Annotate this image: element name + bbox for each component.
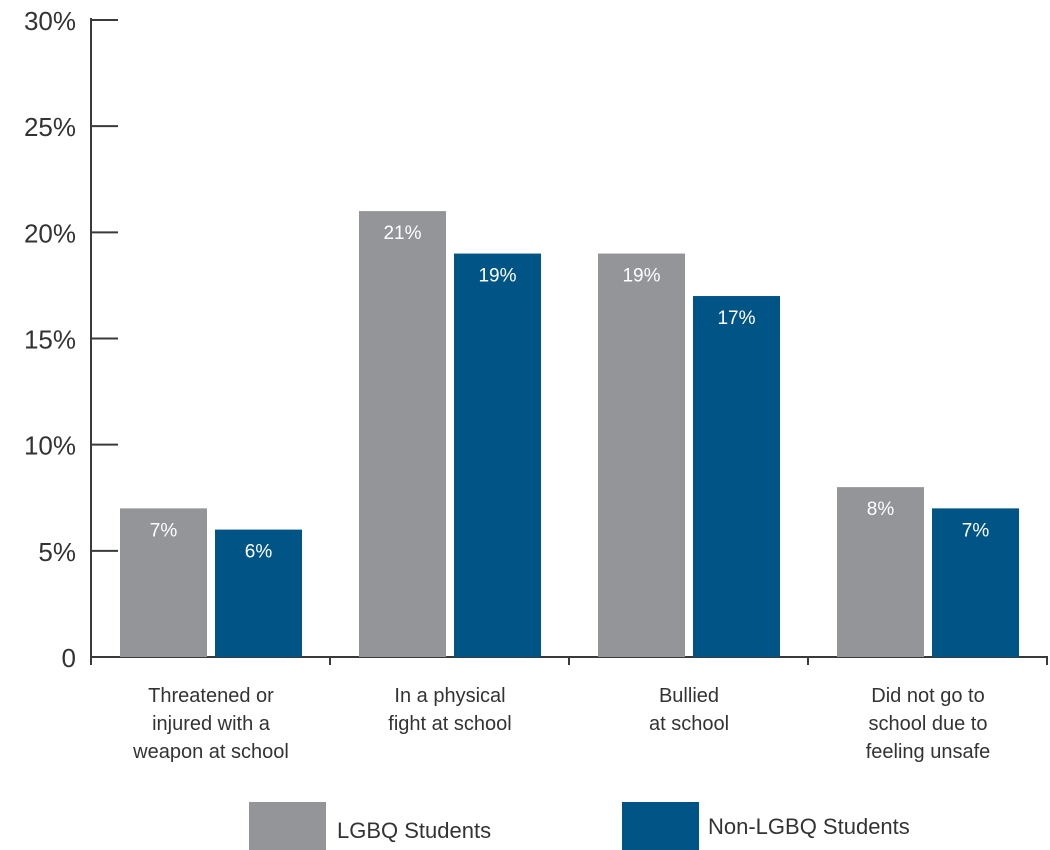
legend-label: Non-LGBQ Students xyxy=(708,814,910,839)
category-label: fight at school xyxy=(388,713,511,735)
category-label: school due to xyxy=(869,713,988,735)
bar-value-label: 7% xyxy=(150,520,178,541)
bar-lgbq xyxy=(359,211,446,657)
legend: LGBQ Students Non-LGBQ Students xyxy=(249,802,910,850)
bar-value-label: 19% xyxy=(622,266,660,287)
category-label: Threatened or xyxy=(148,685,274,707)
y-tick-label: 15% xyxy=(24,325,76,355)
bar-lgbq xyxy=(837,487,924,657)
category-labels: Threatened or injured with a weapon at sch… xyxy=(132,685,990,763)
bar-lgbq xyxy=(120,508,207,657)
data-labels: 7% 6% 21% 19% 19% 17% 8% 7% xyxy=(150,223,990,562)
bar-non-lgbq xyxy=(215,529,302,657)
bar-non-lgbq xyxy=(932,508,1019,657)
bar-value-label: 8% xyxy=(867,499,895,520)
legend-swatch xyxy=(249,802,326,850)
bar-non-lgbq xyxy=(693,296,780,657)
x-axis xyxy=(90,656,1048,665)
category-label: In a physical xyxy=(394,685,505,707)
bar-value-label: 21% xyxy=(383,223,421,244)
legend-swatch xyxy=(622,802,699,850)
y-tick-label: 30% xyxy=(24,6,76,36)
category-label: Did not go to xyxy=(871,685,984,707)
bars xyxy=(120,211,1019,658)
bar-value-label: 19% xyxy=(478,266,516,287)
category-label: injured with a xyxy=(152,713,271,735)
bar-value-label: 17% xyxy=(717,308,755,329)
bar-non-lgbq xyxy=(454,253,541,658)
category-label: feeling unsafe xyxy=(866,741,991,763)
bar-value-label: 6% xyxy=(245,542,273,563)
y-tick-label: 10% xyxy=(24,431,76,461)
y-tick-label: 5% xyxy=(38,537,76,567)
category-label: at school xyxy=(649,713,729,735)
legend-label: LGBQ Students xyxy=(337,818,491,843)
bar-value-label: 7% xyxy=(962,520,990,541)
y-tick-label: 0 xyxy=(62,643,76,673)
y-tick-label: 20% xyxy=(24,218,76,248)
category-label: Bullied xyxy=(659,685,719,707)
category-label: weapon at school xyxy=(132,741,289,763)
bar-lgbq xyxy=(598,253,685,658)
y-tick-label: 25% xyxy=(24,112,76,142)
y-axis: 0 5% 10% 15% 20% 25% 30% xyxy=(24,6,118,673)
